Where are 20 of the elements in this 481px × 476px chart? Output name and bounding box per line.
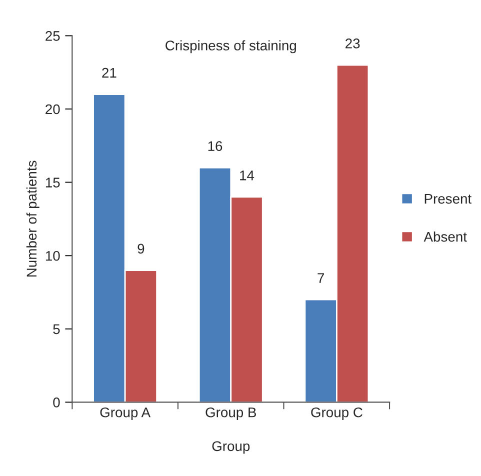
- y-axis-title: Number of patients: [26, 160, 40, 276]
- chart-title: Crispiness of staining: [166, 40, 296, 54]
- data-label: 14: [240, 170, 254, 180]
- x-tick-label: Group C: [311, 407, 362, 420]
- legend-label: Present: [424, 194, 472, 204]
- x-axis-title: Group: [212, 441, 250, 454]
- legend-label: Absent: [424, 232, 467, 242]
- y-tick-label: 5: [53, 324, 60, 334]
- x-tick-label: Group B: [206, 407, 256, 420]
- y-tick-label: 20: [46, 104, 60, 114]
- x-tick-label: Group A: [100, 407, 151, 420]
- data-label: 9: [138, 244, 144, 254]
- y-tick-label: 0: [53, 398, 60, 408]
- data-label: 21: [102, 68, 116, 78]
- y-tick-label: 15: [46, 178, 60, 188]
- data-label: 7: [318, 273, 324, 283]
- y-tick-label: 10: [46, 250, 60, 261]
- data-label: 16: [208, 141, 222, 152]
- data-label: 23: [346, 38, 360, 48]
- y-tick-label: 25: [46, 31, 60, 41]
